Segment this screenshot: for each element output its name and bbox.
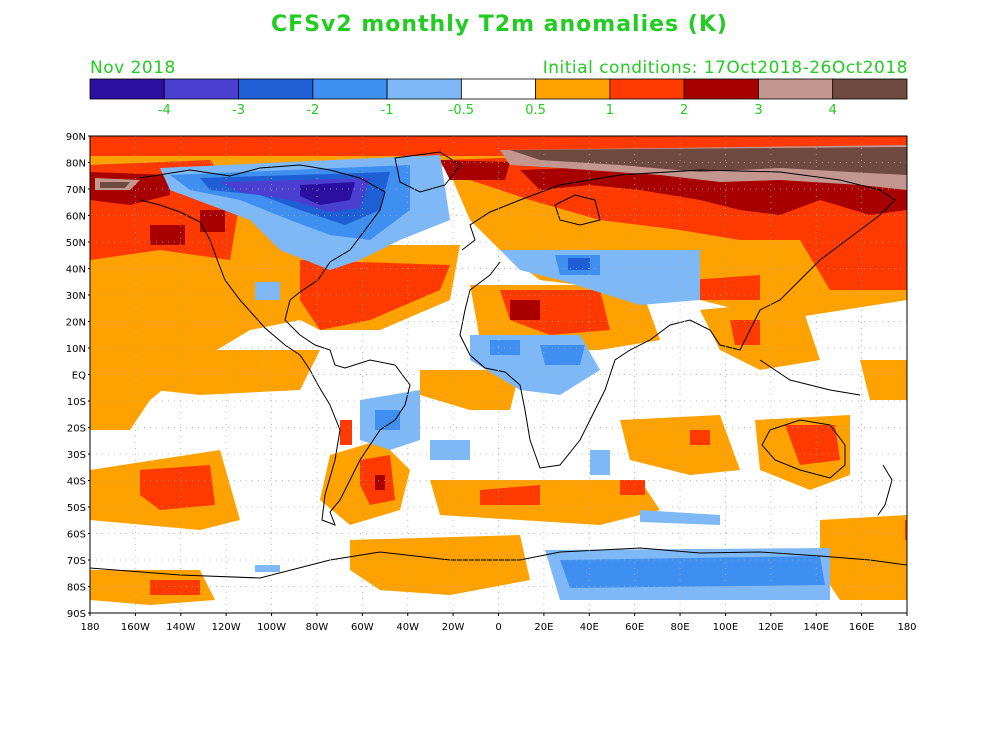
latitude-label: 80S: [67, 583, 86, 594]
colorbar-label: 3: [754, 103, 762, 118]
longitude-labels: 180 160W 140W 120W 100W 80W 60W 40W 20W 0 20E 40E 60…: [80, 613, 917, 633]
latitude-label: 70S: [67, 556, 86, 567]
longitude-label: 40E: [580, 622, 599, 633]
colorbar: -4 -3 -2 -1 -0.5 0.5 1 2 3 4: [89, 78, 908, 118]
longitude-label: 140E: [804, 622, 829, 633]
latitude-labels: 90N 80N 70N 60N 50N 40N 30N 20N 10N EQ 10S 20S 30S 40…: [66, 132, 90, 620]
initial-conditions: Initial conditions: 17Oct2018-26Oct2018: [542, 58, 908, 78]
longitude-label: 180: [897, 622, 916, 633]
latitude-label: 60N: [66, 212, 86, 223]
colorbar-label: -1: [381, 103, 394, 118]
latitude-label: 80N: [66, 159, 86, 170]
longitude-label: 120E: [758, 622, 783, 633]
longitude-label: 60W: [351, 622, 374, 633]
forecast-period: Nov 2018: [90, 58, 176, 78]
longitude-label: 0: [495, 622, 501, 633]
longitude-label: 40W: [396, 622, 419, 633]
longitude-label: 20E: [534, 622, 553, 633]
map-grid: [90, 136, 907, 613]
longitude-label: 60E: [625, 622, 644, 633]
colorbar-label: 2: [680, 103, 688, 118]
longitude-label: 140W: [166, 622, 195, 633]
anomaly-fields: [90, 136, 907, 613]
colorbar-label: 1: [606, 103, 614, 118]
latitude-label: 30S: [67, 450, 86, 461]
longitude-label: 100E: [713, 622, 738, 633]
positive-anomaly-extreme: [100, 147, 907, 188]
latitude-label: 90S: [67, 609, 86, 620]
colorbar-label: -4: [158, 103, 171, 118]
latitude-label: 90N: [66, 132, 86, 143]
latitude-label: 70N: [66, 185, 86, 196]
latitude-label: 20N: [66, 318, 86, 329]
colorbar-swatch: [832, 78, 908, 100]
latitude-label: 50N: [66, 238, 86, 249]
longitude-label: 80E: [671, 622, 690, 633]
latitude-label: 30N: [66, 291, 86, 302]
latitude-label: 50S: [67, 503, 86, 514]
longitude-label: 160W: [121, 622, 150, 633]
longitude-label: 100W: [257, 622, 286, 633]
latitude-label: 20S: [67, 424, 86, 435]
latitude-label: 10N: [66, 344, 86, 355]
latitude-label: 60S: [67, 530, 86, 541]
longitude-label: 180: [80, 622, 99, 633]
colorbar-label: 4: [829, 103, 837, 118]
latitude-label: 40N: [66, 265, 86, 276]
negative-anomaly-extreme: [300, 182, 355, 205]
latitude-label: EQ: [72, 371, 86, 382]
colorbar-label: -0.5: [449, 103, 474, 118]
colorbar-label: 0.5: [525, 103, 546, 118]
latitude-label: 40S: [67, 477, 86, 488]
longitude-label: 120W: [212, 622, 241, 633]
latitude-label: 10S: [67, 397, 86, 408]
longitude-label: 160E: [849, 622, 874, 633]
colorbar-label: -3: [232, 103, 245, 118]
longitude-label: 80W: [306, 622, 329, 633]
longitude-label: 20W: [442, 622, 465, 633]
map-title: CFSv2 monthly T2m anomalies (K): [271, 12, 728, 37]
colorbar-label: -2: [306, 103, 319, 118]
